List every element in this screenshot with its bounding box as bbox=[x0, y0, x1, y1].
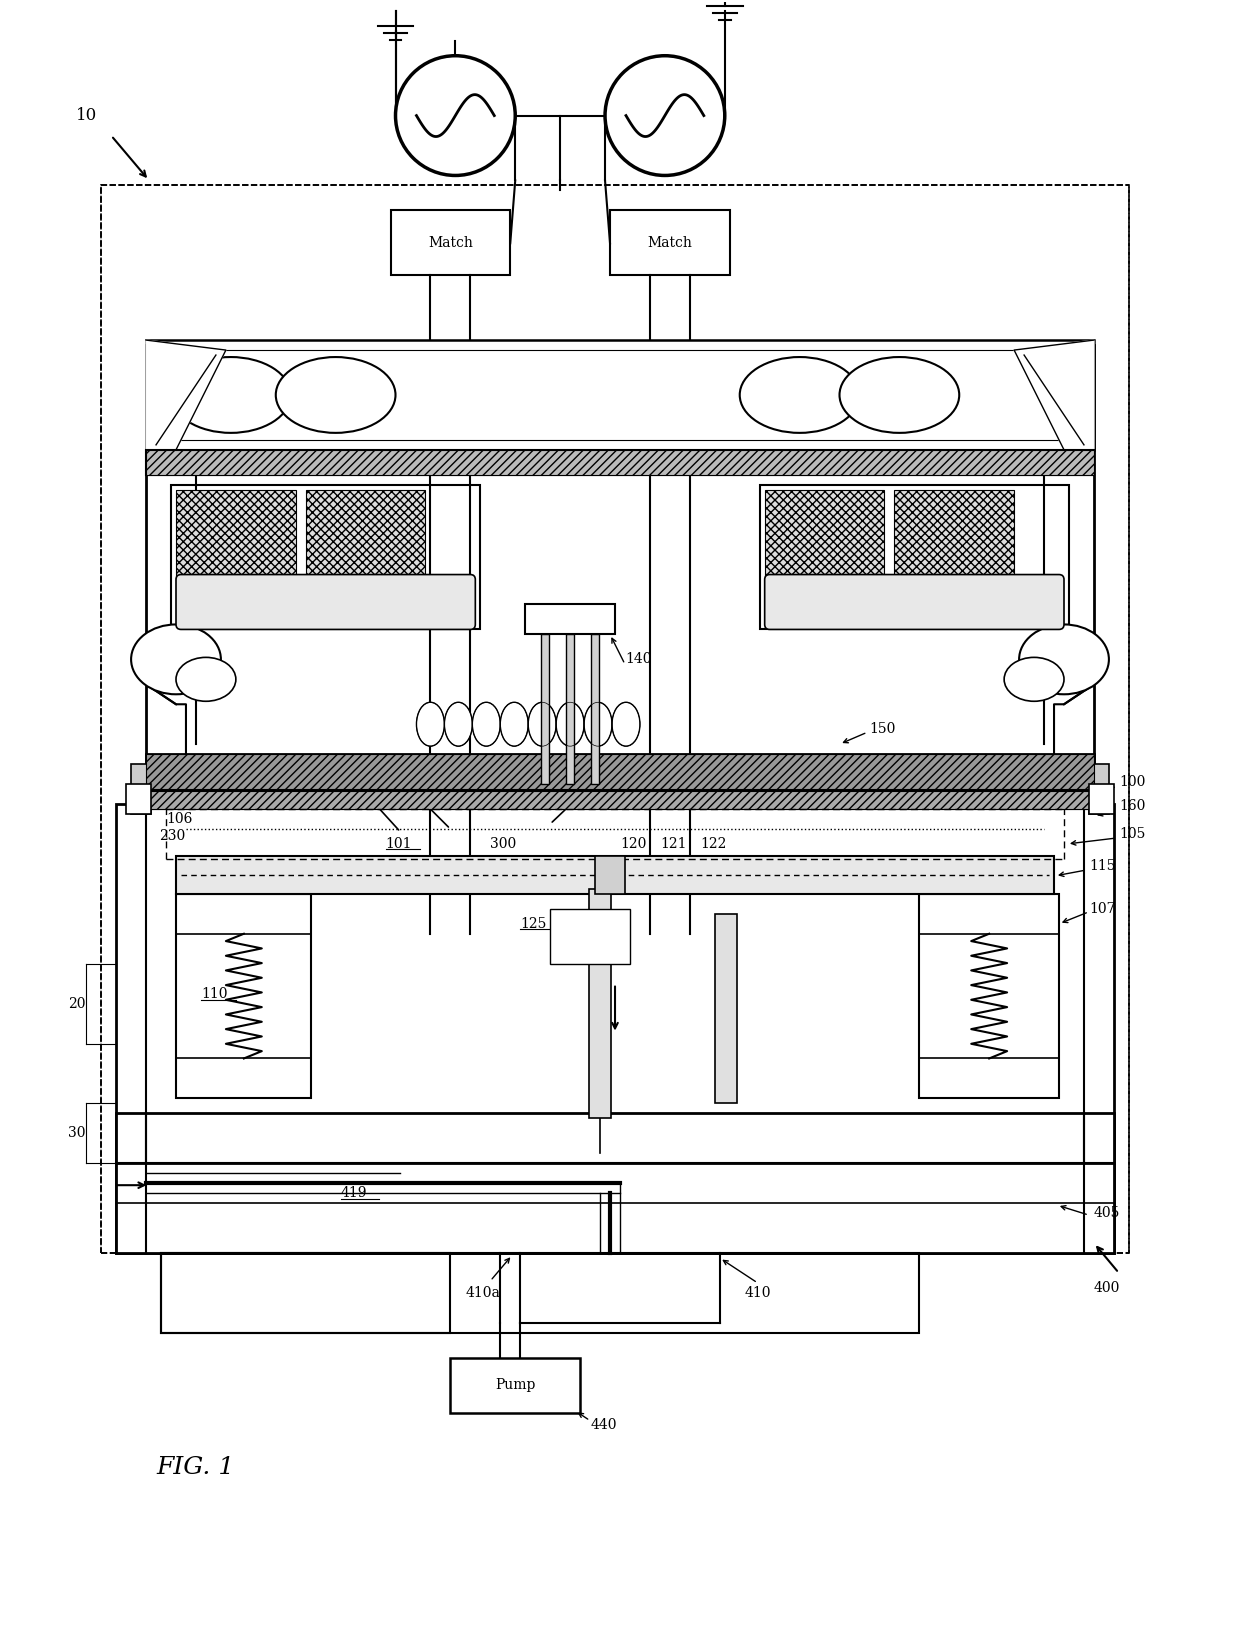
Text: FIG. 1: FIG. 1 bbox=[156, 1457, 234, 1480]
Text: 121: 121 bbox=[660, 837, 687, 852]
Bar bbox=[176, 894, 311, 1098]
Ellipse shape bbox=[444, 702, 472, 746]
Bar bbox=[760, 485, 1069, 630]
Text: 140: 140 bbox=[625, 653, 651, 666]
Bar bbox=[117, 804, 1114, 1164]
Text: Pump: Pump bbox=[495, 1378, 536, 1392]
Text: 110: 110 bbox=[201, 986, 227, 1001]
Bar bbox=[551, 909, 630, 963]
Bar bbox=[567, 635, 574, 784]
Bar bbox=[146, 450, 1094, 475]
Text: 106: 106 bbox=[166, 812, 192, 825]
Ellipse shape bbox=[176, 658, 236, 702]
Text: 400: 400 bbox=[1094, 1281, 1120, 1295]
Bar bbox=[102, 186, 1128, 1253]
Text: 419: 419 bbox=[341, 1187, 367, 1200]
Text: 122: 122 bbox=[699, 837, 727, 852]
Bar bbox=[161, 1253, 450, 1333]
Bar bbox=[894, 490, 1014, 580]
Bar bbox=[176, 857, 1054, 894]
Bar bbox=[919, 894, 1059, 1098]
Text: 120: 120 bbox=[620, 837, 646, 852]
Bar bbox=[146, 755, 1094, 789]
Bar bbox=[1089, 784, 1114, 814]
Bar bbox=[117, 1164, 1114, 1253]
Text: 410a: 410a bbox=[465, 1286, 500, 1300]
Circle shape bbox=[396, 56, 516, 176]
Ellipse shape bbox=[131, 625, 221, 694]
Bar bbox=[450, 1358, 580, 1412]
Ellipse shape bbox=[500, 702, 528, 746]
Polygon shape bbox=[1014, 340, 1094, 450]
Ellipse shape bbox=[557, 702, 584, 746]
Ellipse shape bbox=[528, 702, 557, 746]
Text: 230: 230 bbox=[159, 829, 185, 843]
Bar bbox=[146, 791, 1094, 809]
Text: 105: 105 bbox=[1118, 827, 1146, 842]
Bar bbox=[595, 857, 625, 894]
Bar bbox=[526, 605, 615, 635]
FancyBboxPatch shape bbox=[176, 574, 475, 630]
Text: 30: 30 bbox=[68, 1126, 86, 1141]
Text: 160: 160 bbox=[1118, 799, 1146, 814]
Bar bbox=[131, 764, 151, 814]
Circle shape bbox=[605, 56, 724, 176]
Ellipse shape bbox=[839, 357, 960, 432]
Bar bbox=[391, 210, 510, 275]
Polygon shape bbox=[146, 340, 226, 450]
Bar bbox=[589, 889, 611, 1118]
Text: Match: Match bbox=[428, 237, 472, 250]
Ellipse shape bbox=[613, 702, 640, 746]
Bar bbox=[591, 635, 599, 784]
Text: Match: Match bbox=[647, 237, 692, 250]
Text: 100: 100 bbox=[1118, 774, 1146, 789]
Text: 410: 410 bbox=[745, 1286, 771, 1300]
Ellipse shape bbox=[1019, 625, 1109, 694]
Ellipse shape bbox=[171, 357, 290, 432]
Bar bbox=[765, 490, 884, 580]
Ellipse shape bbox=[417, 702, 444, 746]
Text: 20: 20 bbox=[68, 996, 86, 1011]
Ellipse shape bbox=[584, 702, 613, 746]
Bar bbox=[146, 755, 1094, 789]
Text: 125: 125 bbox=[521, 917, 547, 931]
Bar bbox=[610, 210, 730, 275]
Ellipse shape bbox=[1004, 658, 1064, 702]
Text: 107: 107 bbox=[1089, 903, 1116, 916]
Bar bbox=[176, 490, 295, 580]
Text: 10: 10 bbox=[76, 107, 98, 123]
Bar bbox=[146, 340, 1094, 450]
Text: 150: 150 bbox=[869, 722, 895, 737]
Bar bbox=[171, 485, 480, 630]
Ellipse shape bbox=[275, 357, 396, 432]
Bar bbox=[117, 1113, 1114, 1253]
Bar bbox=[306, 490, 425, 580]
Bar bbox=[1089, 764, 1109, 814]
Bar bbox=[156, 350, 1084, 441]
Bar bbox=[161, 1253, 919, 1333]
Bar bbox=[541, 635, 549, 784]
Text: 300: 300 bbox=[490, 837, 517, 852]
Text: 115: 115 bbox=[1089, 858, 1116, 873]
FancyBboxPatch shape bbox=[765, 574, 1064, 630]
Bar bbox=[146, 450, 1094, 475]
Text: 440: 440 bbox=[590, 1417, 616, 1432]
Bar bbox=[146, 791, 1094, 809]
Bar bbox=[126, 784, 151, 814]
Ellipse shape bbox=[472, 702, 500, 746]
Text: 101: 101 bbox=[386, 837, 412, 852]
Text: 405: 405 bbox=[1094, 1207, 1120, 1220]
Ellipse shape bbox=[740, 357, 859, 432]
Bar bbox=[714, 914, 737, 1103]
